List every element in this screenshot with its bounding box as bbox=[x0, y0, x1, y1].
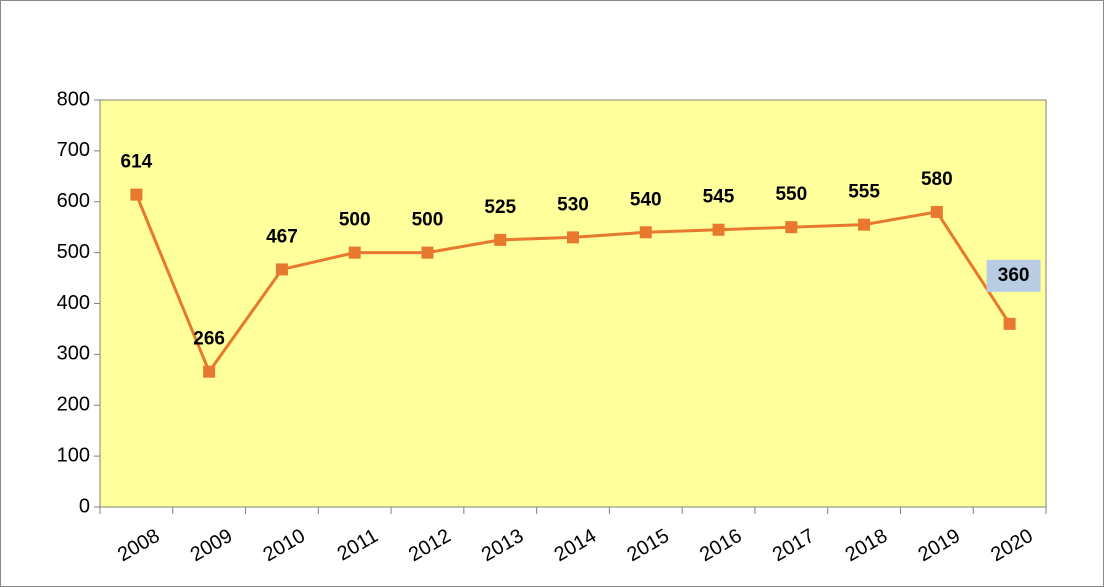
y-tick-label: 0 bbox=[79, 495, 90, 517]
data-label: 614 bbox=[121, 152, 153, 173]
y-tick-label: 800 bbox=[57, 88, 90, 110]
y-tick-label: 500 bbox=[57, 241, 90, 263]
data-label: 360 bbox=[998, 265, 1030, 286]
data-label: 545 bbox=[703, 187, 735, 208]
data-label: 550 bbox=[775, 184, 807, 205]
marker bbox=[712, 223, 725, 236]
marker bbox=[639, 226, 652, 239]
data-label: 467 bbox=[266, 226, 298, 247]
data-label: 580 bbox=[921, 169, 953, 190]
marker bbox=[130, 188, 143, 201]
marker bbox=[785, 221, 798, 234]
marker bbox=[567, 231, 579, 244]
data-label: 540 bbox=[630, 189, 662, 210]
marker bbox=[494, 233, 507, 246]
y-tick-label: 700 bbox=[57, 139, 90, 161]
marker bbox=[930, 205, 943, 218]
data-label: 500 bbox=[339, 210, 371, 231]
marker bbox=[421, 246, 434, 259]
y-tick-label: 200 bbox=[57, 394, 90, 416]
y-tick-label: 100 bbox=[57, 444, 90, 466]
data-label: 530 bbox=[557, 194, 589, 215]
marker bbox=[348, 246, 361, 259]
data-label: 525 bbox=[484, 197, 516, 218]
marker bbox=[858, 218, 871, 231]
label-box bbox=[986, 259, 1041, 292]
marker bbox=[275, 263, 288, 276]
data-label: 500 bbox=[412, 210, 444, 231]
marker bbox=[1003, 317, 1016, 330]
y-tick-label: 400 bbox=[57, 292, 90, 314]
data-label: 555 bbox=[848, 182, 880, 203]
y-tick-label: 600 bbox=[57, 190, 90, 212]
plot-area bbox=[99, 99, 1047, 508]
marker bbox=[203, 365, 216, 378]
y-tick-label: 300 bbox=[57, 343, 90, 365]
data-label: 266 bbox=[193, 329, 225, 350]
